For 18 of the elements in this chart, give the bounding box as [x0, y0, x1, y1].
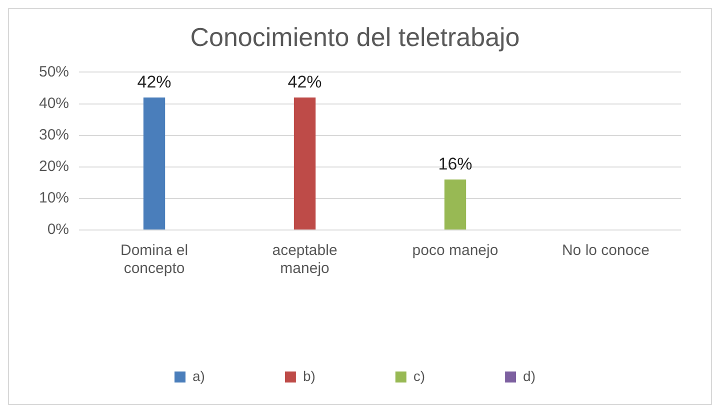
y-tick-label: 10%: [38, 190, 70, 207]
data-label: 42%: [137, 72, 172, 92]
x-tick-label: poco manejo: [412, 242, 498, 260]
data-label: 42%: [288, 72, 322, 92]
x-tick-label: Domina el concepto: [120, 242, 188, 278]
chart-title: Conocimiento del teletrabajo: [190, 22, 520, 52]
x-tick-label: No lo conoce: [562, 242, 650, 260]
x-tick-label: aceptable manejo: [272, 242, 338, 278]
legend-label: d): [523, 368, 536, 384]
y-tick-label: 40%: [38, 94, 70, 112]
legend-label: a): [192, 368, 205, 384]
y-tick-label: 0%: [47, 221, 70, 238]
y-tick-label: 30%: [38, 126, 70, 144]
legend-label: b): [302, 368, 316, 384]
data-label: 16%: [438, 154, 472, 174]
legend-label: c): [413, 368, 426, 384]
y-tick-label: 50%: [38, 63, 70, 80]
y-tick-label: 20%: [38, 158, 70, 176]
